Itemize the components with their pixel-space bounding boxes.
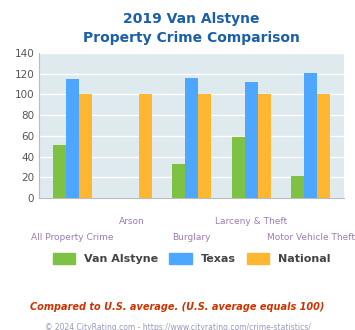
Text: Compared to U.S. average. (U.S. average equals 100): Compared to U.S. average. (U.S. average … (30, 302, 325, 312)
Bar (53, 145, 66, 198)
Text: Arson: Arson (119, 217, 145, 226)
Bar (245, 82, 258, 198)
Bar (139, 94, 152, 198)
Text: Motor Vehicle Theft: Motor Vehicle Theft (267, 233, 355, 242)
Bar (291, 176, 304, 198)
Title: 2019 Van Alstyne
Property Crime Comparison: 2019 Van Alstyne Property Crime Comparis… (83, 12, 300, 45)
Bar (231, 137, 245, 198)
Bar (258, 94, 271, 198)
Text: © 2024 CityRating.com - https://www.cityrating.com/crime-statistics/: © 2024 CityRating.com - https://www.city… (45, 323, 310, 330)
Bar (185, 78, 198, 198)
Bar (304, 73, 317, 198)
Bar (317, 94, 331, 198)
Text: Burglary: Burglary (173, 233, 211, 242)
Legend: Van Alstyne, Texas, National: Van Alstyne, Texas, National (48, 247, 336, 270)
Bar (172, 164, 185, 198)
Text: All Property Crime: All Property Crime (31, 233, 114, 242)
Bar (79, 94, 92, 198)
Bar (198, 94, 211, 198)
Bar (66, 79, 79, 198)
Text: Larceny & Theft: Larceny & Theft (215, 217, 287, 226)
